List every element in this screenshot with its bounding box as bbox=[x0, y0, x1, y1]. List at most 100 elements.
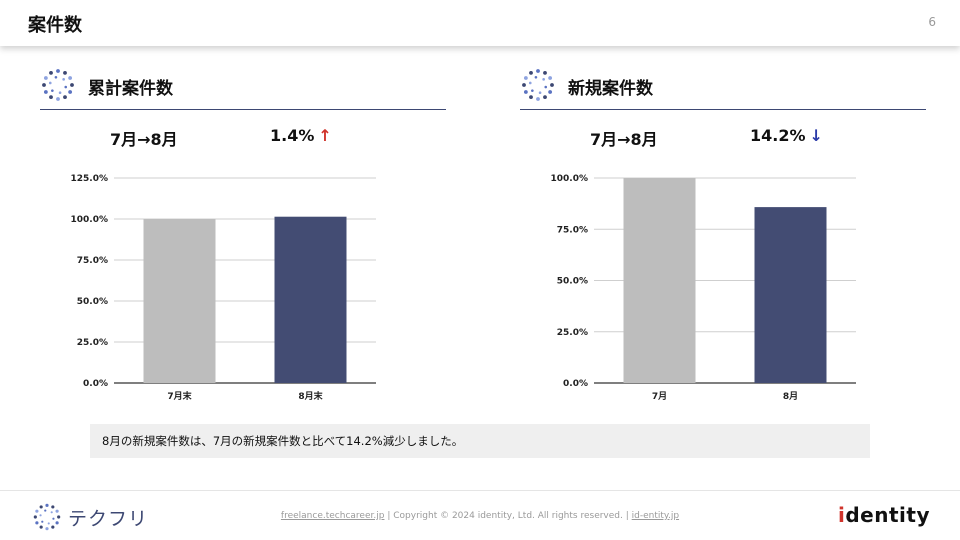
copyright-text: Copyright © 2024 identity, Ltd. All righ… bbox=[393, 511, 623, 521]
x-tick-label: 8月 bbox=[783, 391, 798, 402]
y-tick-label: 100.0% bbox=[551, 174, 589, 184]
logo-dot bbox=[534, 75, 538, 79]
logo-dot bbox=[543, 70, 547, 75]
logo-dot bbox=[523, 76, 528, 80]
logo-dot bbox=[55, 521, 59, 525]
logo-dot bbox=[56, 97, 60, 101]
period-label: 7月→8月 bbox=[590, 130, 658, 149]
y-tick-label: 25.0% bbox=[557, 328, 588, 338]
x-tick-label: 7月末 bbox=[167, 390, 192, 402]
change-value: 1.4% ↑ bbox=[270, 126, 332, 145]
logo-dot bbox=[55, 509, 59, 513]
chart-svg: 0.0% 25.0% 50.0% 75.0% 100.0% 125.0% 7月末 8月末 bbox=[71, 174, 376, 402]
logo-dot bbox=[44, 509, 47, 512]
slide-header: 案件数 6 bbox=[0, 0, 960, 46]
panel-header: 累計案件数 bbox=[40, 62, 446, 110]
logo-dot bbox=[47, 522, 50, 525]
techcareer-link[interactable]: freelance.techcareer.jp bbox=[280, 511, 385, 521]
logo-dot bbox=[39, 525, 43, 529]
logo-dot bbox=[51, 505, 55, 509]
separator: | bbox=[625, 511, 629, 521]
identity-link[interactable]: id-entity.jp bbox=[631, 511, 680, 521]
logo-dot bbox=[48, 81, 52, 85]
logo-dot bbox=[543, 95, 547, 100]
y-tick-label: 50.0% bbox=[77, 297, 108, 307]
logo-dot bbox=[550, 83, 554, 87]
logo-rest: dentity bbox=[845, 503, 930, 527]
logo-dot bbox=[43, 90, 48, 94]
logo-dot bbox=[68, 76, 73, 80]
y-tick-label: 75.0% bbox=[557, 225, 588, 235]
separator: | bbox=[387, 511, 391, 521]
panel-title: 新規案件数 bbox=[568, 79, 653, 99]
logo-dot bbox=[49, 70, 53, 75]
dot-ring-logo-icon bbox=[42, 69, 74, 101]
logo-dot bbox=[42, 83, 46, 87]
panel-header: 新規案件数 bbox=[520, 62, 926, 110]
logo-dot bbox=[528, 81, 532, 85]
panel-title: 累計案件数 bbox=[88, 79, 173, 99]
logo-dot bbox=[43, 76, 48, 80]
logo-dot bbox=[544, 85, 548, 89]
logo-dot bbox=[49, 95, 53, 100]
y-tick-label: 100.0% bbox=[71, 215, 109, 225]
logo-dot bbox=[529, 95, 533, 100]
logo-dot bbox=[54, 75, 58, 79]
summary-note: 8月の新規案件数は、7月の新規案件数と比べて14.2%減少しました。 bbox=[90, 424, 870, 458]
bar-chart: 0.0% 25.0% 50.0% 75.0% 100.0% 125.0% 7月末 8月末 bbox=[40, 170, 446, 410]
logo-dot bbox=[63, 70, 67, 75]
logo-dot bbox=[548, 76, 553, 80]
x-tick-label: 8月末 bbox=[298, 390, 323, 402]
change-value: 14.2% ↓ bbox=[750, 126, 823, 145]
stats-row: 7月→8月 14.2% ↓ bbox=[520, 110, 926, 170]
logo-dot bbox=[531, 89, 534, 92]
footer-links: freelance.techcareer.jp | Copyright © 20… bbox=[0, 511, 960, 521]
y-tick-label: 75.0% bbox=[77, 256, 108, 266]
logo-dot bbox=[64, 85, 68, 89]
page-title: 案件数 bbox=[28, 15, 82, 36]
logo-dot bbox=[523, 90, 528, 94]
logo-dot bbox=[45, 503, 49, 507]
logo-dot bbox=[35, 509, 39, 513]
y-tick-label: 0.0% bbox=[83, 379, 108, 389]
arrow-up-icon: ↑ bbox=[318, 126, 332, 145]
logo-dot bbox=[529, 70, 533, 75]
arrow-down-icon: ↓ bbox=[809, 126, 823, 145]
change-percent: 1.4% bbox=[270, 126, 315, 145]
period-label: 7月→8月 bbox=[110, 130, 178, 149]
bar bbox=[623, 178, 696, 383]
logo-dot bbox=[56, 69, 60, 73]
logo-dot: i bbox=[838, 503, 846, 527]
y-tick-label: 50.0% bbox=[557, 277, 588, 287]
bar-chart: 0.0% 25.0% 50.0% 75.0% 100.0% 7月 8月 bbox=[520, 170, 926, 410]
x-tick-label: 7月 bbox=[652, 391, 667, 402]
brand-name: テクフリ bbox=[68, 507, 149, 530]
dot-ring-logo-icon bbox=[33, 503, 61, 531]
y-tick-label: 125.0% bbox=[71, 174, 109, 184]
slide-footer: テクフリ freelance.techcareer.jp | Copyright… bbox=[0, 490, 960, 540]
logo-dot bbox=[50, 511, 53, 514]
y-tick-label: 25.0% bbox=[77, 338, 108, 348]
page-number: 6 bbox=[928, 15, 936, 29]
bar bbox=[143, 219, 216, 383]
logo-dot bbox=[542, 78, 545, 81]
logo-dot bbox=[62, 78, 65, 81]
logo-dot bbox=[52, 517, 55, 520]
logo-dot bbox=[39, 505, 43, 509]
dot-ring-logo-icon bbox=[522, 69, 554, 101]
logo-dot bbox=[538, 91, 542, 95]
brand-logo: テクフリ bbox=[32, 503, 148, 531]
logo-dot bbox=[536, 97, 540, 101]
logo-dot bbox=[35, 521, 39, 525]
logo-dot bbox=[548, 90, 553, 94]
logo-dot bbox=[68, 90, 73, 94]
logo-dot bbox=[41, 520, 44, 523]
chart-svg: 0.0% 25.0% 50.0% 75.0% 100.0% 7月 8月 bbox=[551, 174, 856, 402]
logo-dot bbox=[63, 95, 67, 100]
y-tick-label: 0.0% bbox=[563, 379, 588, 389]
bar bbox=[754, 207, 827, 383]
identity-logo: identity bbox=[838, 503, 930, 527]
logo-dot bbox=[70, 83, 74, 87]
logo-dot bbox=[45, 527, 49, 531]
logo-dot bbox=[33, 515, 37, 519]
